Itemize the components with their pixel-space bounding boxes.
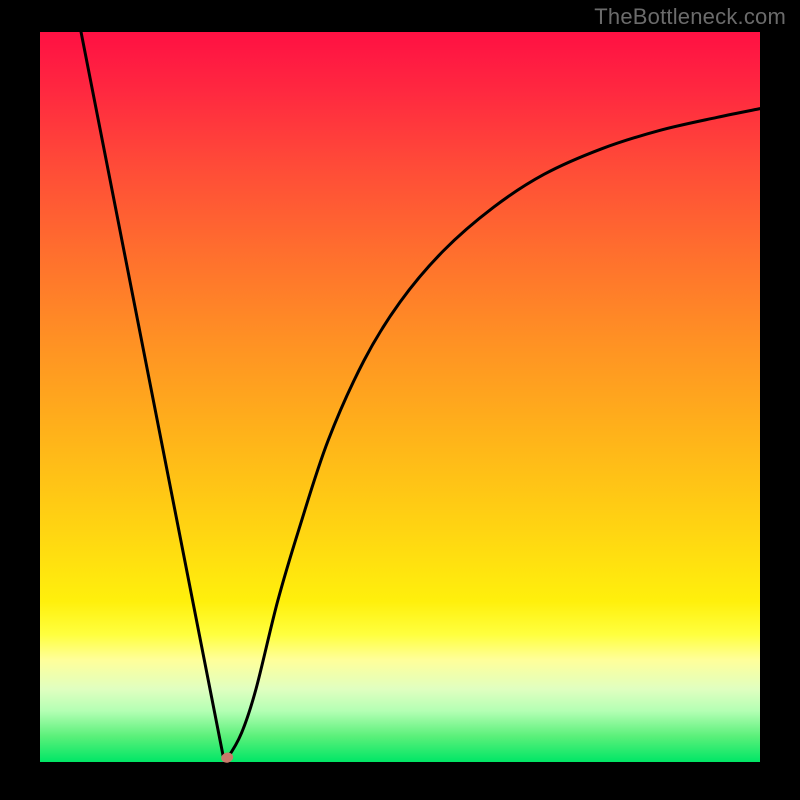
chart-container: TheBottleneck.com <box>0 0 800 800</box>
curve-layer <box>0 0 800 800</box>
watermark-label: TheBottleneck.com <box>594 4 786 30</box>
bottleneck-curve <box>81 32 760 760</box>
